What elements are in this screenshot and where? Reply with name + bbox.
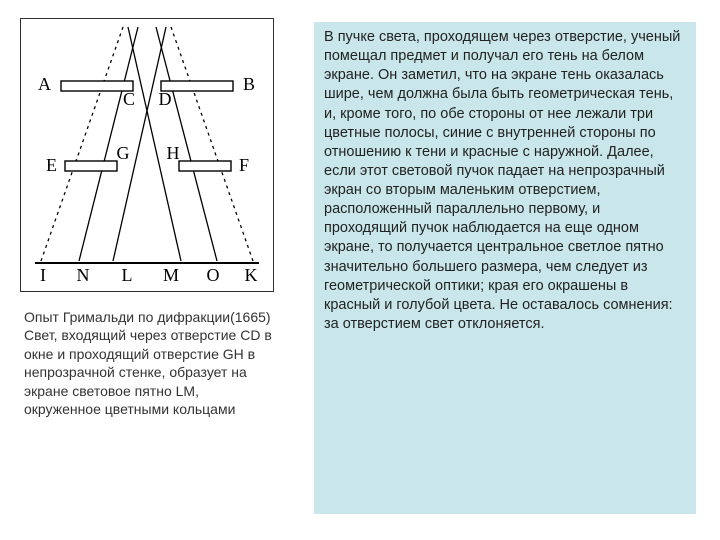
label-F: F [239,155,249,175]
label-I: I [40,265,46,285]
label-K: K [245,265,258,285]
diffraction-figure: A B C D E F G H I N L M O K [20,18,274,292]
label-A: A [38,74,51,94]
label-N: N [77,265,90,285]
slide: A B C D E F G H I N L M O K Опыт Грималь… [0,0,720,540]
label-O: O [207,265,220,285]
main-text-box: В пучке света, проходящем через отверсти… [314,22,696,514]
label-C: C [123,89,135,109]
label-D: D [159,89,172,109]
label-L: L [122,265,133,285]
figure-svg: A B C D E F G H I N L M O K [21,19,273,291]
figure-caption: Опыт Гримальди по дифракции(1665) Свет, … [24,308,272,419]
label-B: B [243,74,255,94]
label-M: M [163,265,179,285]
label-G: G [117,143,130,163]
label-H: H [167,143,180,163]
label-E: E [46,155,57,175]
